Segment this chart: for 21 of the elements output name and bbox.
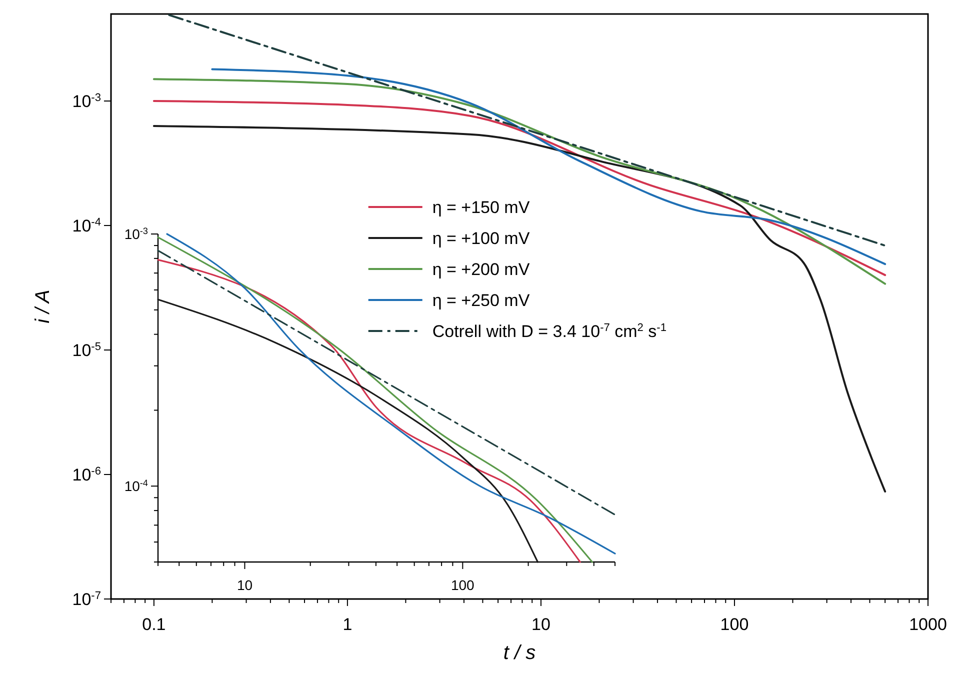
x-tick-label: 0.1	[142, 615, 166, 634]
y-tick-label: 10$^{-4}$	[72, 216, 101, 236]
x-tick-label: 100	[720, 615, 749, 634]
y-tick-label: 10$^{-6}$	[72, 465, 101, 484]
legend-label: η = +250 mV	[432, 291, 530, 310]
y-axis-title: i / A	[32, 290, 54, 324]
legend-label: η = +150 mV	[432, 198, 530, 218]
legend-label: η = +100 mV	[432, 229, 530, 248]
x-tick-label: 1	[342, 615, 352, 634]
y-tick-label: 10$^{-3}$	[124, 226, 148, 242]
y-tick-label: 10$^{-7}$	[72, 590, 101, 609]
legend-label: Cotrell with D = 3.4 10$^{-7}$ cm$^{2}$ s$^{-1}$	[432, 322, 667, 342]
y-tick-label: 10$^{-3}$	[72, 92, 101, 111]
y-tick-label: 10$^{-5}$	[72, 340, 101, 360]
x-tick-label: 10	[236, 577, 253, 593]
x-tick-label: 10	[532, 615, 550, 634]
y-tick-label: 10$^{-4}$	[124, 478, 148, 494]
x-tick-label: 100	[450, 577, 475, 593]
x-axis-title: t / s	[503, 642, 536, 664]
x-tick-label: 1000	[909, 615, 947, 634]
legend-label: η = +200 mV	[432, 260, 530, 280]
